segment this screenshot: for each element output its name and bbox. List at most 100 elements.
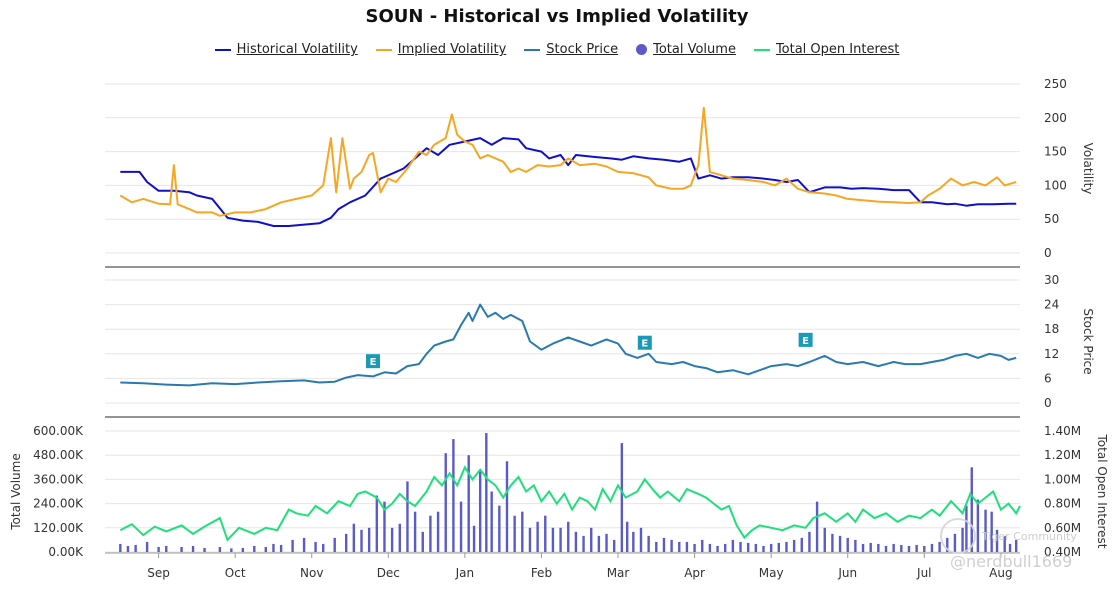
y-tick-label: 0.00K <box>48 545 84 559</box>
chart-title: SOUN - Historical vs Implied Volatility <box>365 6 749 27</box>
volume-bar <box>582 535 585 552</box>
volume-bar <box>990 511 993 552</box>
legend-item-volume[interactable]: Total Volume <box>636 42 736 57</box>
volume-bar <box>421 531 424 552</box>
volume-bar <box>264 546 267 552</box>
legend-line-icon <box>375 48 392 51</box>
legend-item-hv[interactable]: Historical Volatility <box>214 42 358 57</box>
volume-bar <box>1003 535 1006 552</box>
volume-bar <box>406 481 409 552</box>
volume-bar <box>467 455 470 552</box>
x-tick-label: Sep <box>147 566 170 580</box>
legend-item-oi[interactable]: Total Open Interest <box>753 42 899 57</box>
volume-bar <box>191 545 195 552</box>
volume-bar <box>360 529 363 552</box>
y-tick-label: 250 <box>1044 77 1067 91</box>
earnings-marker-box <box>637 335 652 350</box>
y-tick-label: 200 <box>1044 111 1067 125</box>
volume-bar <box>429 515 432 552</box>
y-right-tick-label: 0.60M <box>1044 521 1081 535</box>
volume-bar <box>279 544 283 552</box>
volume-bar <box>716 545 719 552</box>
volume-bar <box>459 501 463 552</box>
volume-bar <box>605 533 608 552</box>
volume-bar <box>126 545 130 552</box>
volume-bar <box>612 539 616 552</box>
volume-bar <box>444 453 447 552</box>
x-tick-label: Mar <box>607 566 630 580</box>
volume-bar <box>590 527 593 552</box>
y-tick-label: 6 <box>1044 371 1052 385</box>
volume-bar <box>823 527 826 552</box>
volume-bar <box>203 547 206 552</box>
x-tick-label: Feb <box>531 566 552 580</box>
volume-bar <box>861 543 865 552</box>
y-right-tick-label: 1.00M <box>1044 472 1081 486</box>
volume-bar <box>808 531 811 552</box>
volume-bar <box>907 545 911 552</box>
y-axis-label: Total Volume <box>9 453 23 530</box>
series-line-price <box>120 303 1017 387</box>
x-tick-label: Dec <box>377 566 400 580</box>
y-right-tick-label: 1.40M <box>1044 424 1081 438</box>
legend-label: Total Volume <box>653 42 736 57</box>
volume-bar <box>701 539 704 552</box>
volume-bar <box>157 546 160 552</box>
volume-bar <box>528 527 532 552</box>
volume-bar <box>352 523 356 552</box>
volume-bar <box>241 547 245 552</box>
x-tick-label: Oct <box>225 566 246 580</box>
volume-bar <box>165 545 168 552</box>
volume-bar <box>314 541 317 552</box>
y-tick-label: 150 <box>1044 145 1067 159</box>
volume-bar <box>544 515 547 552</box>
legend-line-icon <box>214 48 231 51</box>
y-tick-label: 30 <box>1044 273 1059 287</box>
y-tick-label: 50 <box>1044 212 1059 226</box>
legend: Historical Volatility Implied Volatility S… <box>0 42 1114 57</box>
volume-bar <box>551 527 555 552</box>
volume-bar <box>838 535 842 552</box>
y-tick-label: 240.00K <box>33 497 84 511</box>
volume-bar <box>505 461 509 552</box>
volume-bar <box>976 499 980 552</box>
volume-bar <box>800 537 803 552</box>
volume-bar <box>567 521 570 552</box>
volume-bar <box>785 541 788 552</box>
x-tick-label: Nov <box>300 566 323 580</box>
volume-bar <box>180 546 183 552</box>
x-tick-label: Jan <box>455 566 475 580</box>
legend-item-iv[interactable]: Implied Volatility <box>375 42 506 57</box>
x-tick-label: Apr <box>684 566 705 580</box>
volume-bar <box>559 527 562 552</box>
y-tick-label: 18 <box>1044 322 1059 336</box>
volume-bar <box>869 542 872 552</box>
volume-bar <box>746 542 750 552</box>
x-tick-label: Aug <box>989 566 1012 580</box>
volume-bar <box>647 535 650 552</box>
volume-bar <box>521 511 524 552</box>
y-tick-label: 480.00K <box>33 448 84 462</box>
legend-item-price[interactable]: Stock Price <box>524 42 618 57</box>
volume-bar <box>390 527 394 552</box>
y-tick-label: 600.00K <box>33 424 84 438</box>
legend-dot-icon <box>636 44 648 55</box>
volume-bar <box>662 537 666 552</box>
volume-bar <box>536 521 539 552</box>
volume-bar <box>218 546 222 552</box>
volume-bar <box>754 543 758 552</box>
tiger-logo-icon <box>940 518 976 554</box>
y-right-tick-label: 0.40M <box>1044 545 1081 559</box>
volume-bar <box>984 509 987 552</box>
volume-bar <box>344 533 348 552</box>
volume-bar <box>333 537 336 552</box>
volume-bar <box>272 543 275 552</box>
volume-bar <box>846 537 849 552</box>
earnings-marker-box <box>365 354 380 369</box>
volume-bar <box>938 541 941 552</box>
volume-bar <box>1014 539 1018 552</box>
y-axis-label: Volatility <box>1081 143 1095 195</box>
volume-bar <box>230 548 233 552</box>
y-tick-label: 0 <box>1044 246 1052 260</box>
legend-label: Historical Volatility <box>236 42 358 57</box>
